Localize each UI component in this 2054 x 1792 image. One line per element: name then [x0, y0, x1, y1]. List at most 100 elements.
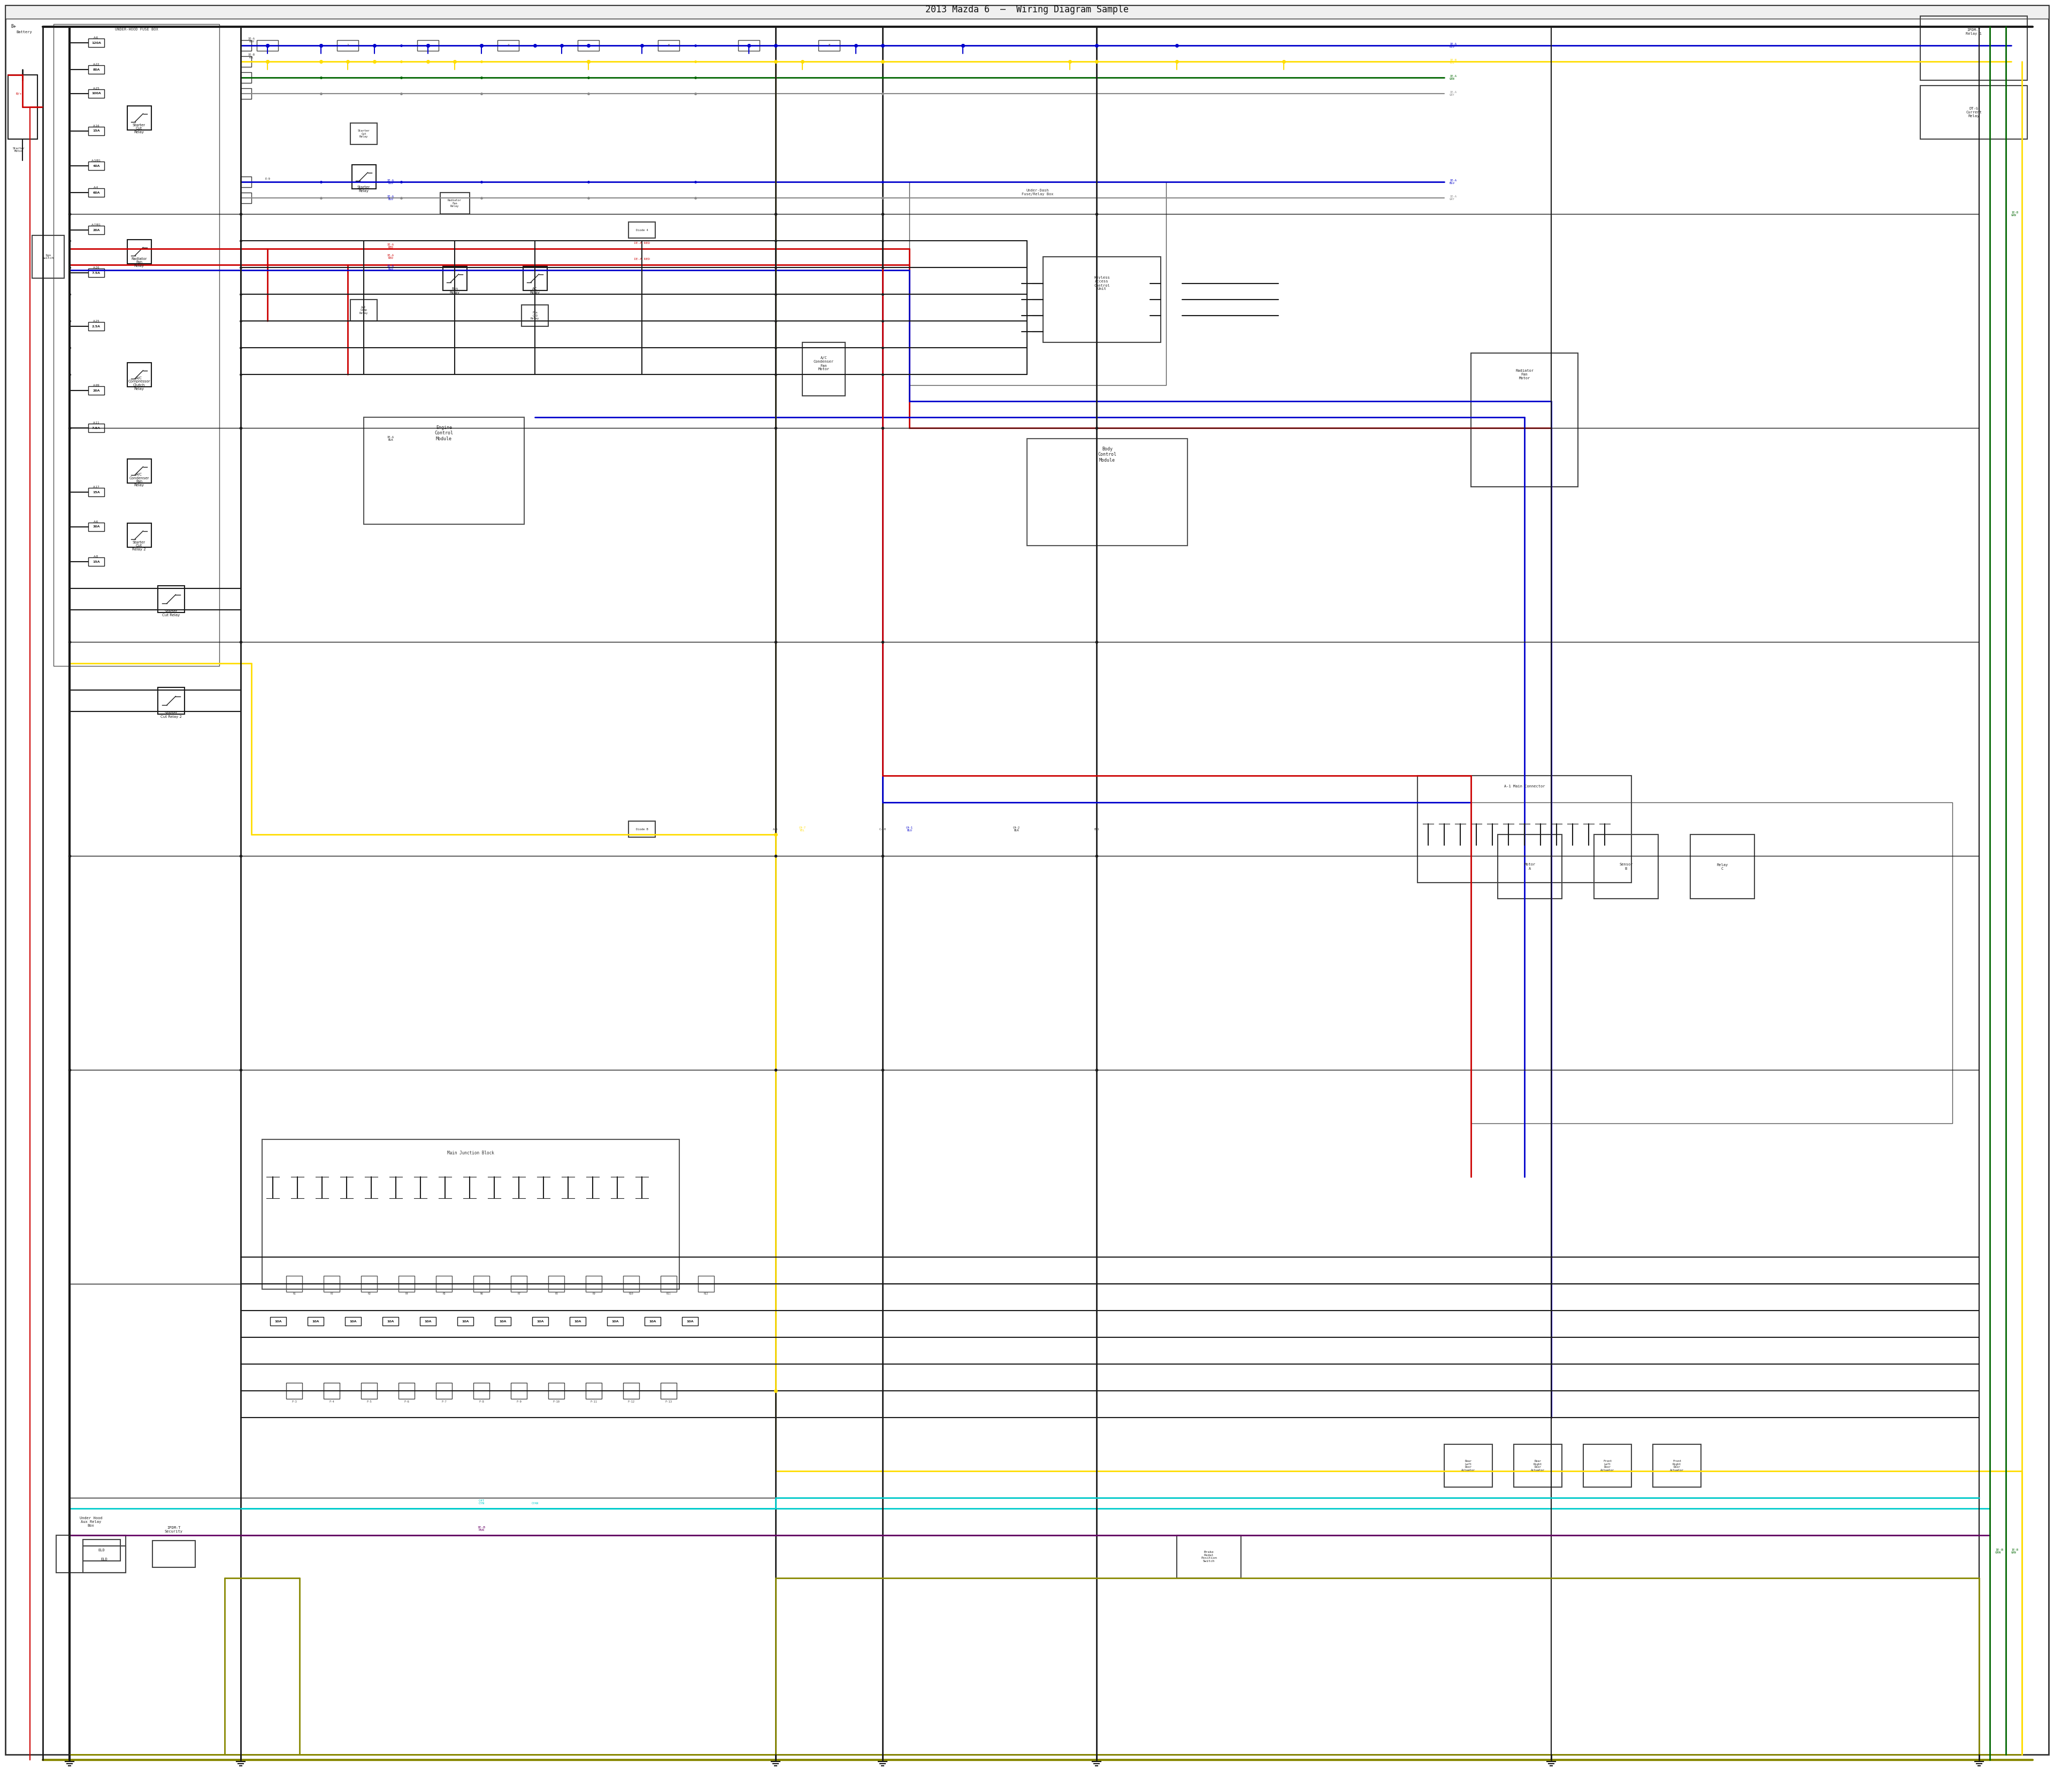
- Text: Ign
Switch: Ign Switch: [43, 254, 53, 260]
- Text: Starter
Motor: Starter Motor: [12, 147, 25, 152]
- Bar: [661, 1276, 676, 1292]
- Bar: [442, 267, 466, 290]
- Bar: [240, 192, 251, 202]
- Text: IE-A
GRY: IE-A GRY: [1450, 91, 1456, 97]
- Text: A-99: A-99: [92, 383, 101, 387]
- Bar: [910, 181, 1167, 385]
- Text: A/C
Condenser
Fan
Motor: A/C Condenser Fan Motor: [813, 357, 834, 371]
- Text: Rear
Right
Door
Actuator: Rear Right Door Actuator: [1530, 1460, 1545, 1471]
- Text: 120A: 120A: [92, 41, 101, 45]
- Text: R2: R2: [331, 1292, 333, 1296]
- Text: 2013 Mazda 6  —  Wiring Diagram Sample: 2013 Mazda 6 — Wiring Diagram Sample: [926, 5, 1128, 14]
- Text: C4-2
BLK: C4-2 BLK: [1013, 826, 1019, 831]
- Text: 15A: 15A: [92, 129, 101, 133]
- Bar: [351, 124, 378, 145]
- Text: F-11: F-11: [589, 1400, 598, 1403]
- Text: A/C
Comp
Relay: A/C Comp Relay: [359, 306, 368, 315]
- Bar: [1594, 835, 1658, 898]
- Bar: [286, 1383, 302, 1400]
- Bar: [286, 1276, 302, 1292]
- Text: IE-B
GRN: IE-B GRN: [1994, 1548, 2003, 1554]
- Text: IPDM-T
Security: IPDM-T Security: [164, 1527, 183, 1534]
- Text: 7.5A: 7.5A: [92, 426, 101, 430]
- Text: A-11: A-11: [92, 421, 101, 425]
- Text: Body
Control
Module: Body Control Module: [1099, 446, 1117, 462]
- Bar: [548, 1383, 565, 1400]
- Text: IPDM-T
Relay 1: IPDM-T Relay 1: [1966, 29, 1982, 36]
- Bar: [1043, 256, 1161, 342]
- Bar: [240, 88, 251, 99]
- Text: 10A: 10A: [312, 1321, 318, 1322]
- Bar: [585, 1383, 602, 1400]
- Bar: [240, 72, 251, 82]
- Text: 10A: 10A: [349, 1321, 357, 1322]
- Text: Engine
Control
Module: Engine Control Module: [435, 425, 454, 441]
- Text: IE-A
BLU: IE-A BLU: [386, 265, 394, 271]
- Bar: [1920, 16, 2027, 81]
- Text: R11: R11: [665, 1292, 672, 1296]
- Bar: [240, 39, 251, 50]
- Bar: [1177, 1536, 1241, 1579]
- Bar: [1690, 835, 1754, 898]
- Text: 10A: 10A: [386, 1321, 394, 1322]
- Text: A-5: A-5: [772, 828, 778, 830]
- Text: 7.5A: 7.5A: [92, 271, 101, 274]
- Bar: [522, 305, 548, 326]
- Text: 10A: 10A: [499, 1321, 507, 1322]
- Text: 10A: 10A: [275, 1321, 281, 1322]
- Text: A/C
Compressor
Clutch
Relay: A/C Compressor Clutch Relay: [127, 376, 150, 391]
- Bar: [1444, 1444, 1493, 1487]
- Text: Starter
Cut
Relay: Starter Cut Relay: [357, 129, 370, 138]
- Bar: [88, 487, 105, 496]
- Text: E-9: E-9: [265, 177, 269, 181]
- Bar: [53, 23, 220, 667]
- Bar: [1417, 776, 1631, 883]
- Text: A-6: A-6: [94, 520, 99, 523]
- Text: Fan
Relay: Fan Relay: [450, 287, 460, 294]
- Text: R10: R10: [629, 1292, 633, 1296]
- Bar: [398, 1276, 415, 1292]
- Text: IE-A RED: IE-A RED: [635, 258, 649, 262]
- Text: IE-B
GRN: IE-B GRN: [2011, 211, 2019, 217]
- Bar: [364, 418, 524, 525]
- Text: 40A: 40A: [92, 165, 101, 167]
- Text: 80A: 80A: [92, 68, 101, 72]
- Bar: [88, 423, 105, 432]
- Text: IE-A
BLU: IE-A BLU: [249, 38, 255, 43]
- Text: 20A: 20A: [92, 229, 101, 231]
- Text: F-12: F-12: [629, 1400, 635, 1403]
- Text: 10A: 10A: [573, 1321, 581, 1322]
- Text: F-10: F-10: [553, 1400, 561, 1403]
- Bar: [158, 688, 185, 715]
- Bar: [657, 39, 680, 50]
- Bar: [524, 267, 546, 290]
- Text: IE-A
BLK: IE-A BLK: [386, 435, 394, 441]
- Bar: [629, 821, 655, 837]
- Text: F-8: F-8: [479, 1400, 485, 1403]
- Text: F-6: F-6: [405, 1400, 409, 1403]
- Text: A-25: A-25: [92, 321, 101, 323]
- Text: F-5: F-5: [366, 1400, 372, 1403]
- Text: C4T
CYN: C4T CYN: [479, 1500, 485, 1505]
- Text: IE-A
BLU: IE-A BLU: [1450, 179, 1456, 185]
- Text: A-26: A-26: [92, 267, 101, 269]
- Bar: [737, 39, 760, 50]
- Text: Rear
Left
Door
Actuator: Rear Left Door Actuator: [1460, 1460, 1475, 1471]
- Text: Diode 4: Diode 4: [637, 229, 647, 231]
- Text: A-17: A-17: [92, 486, 101, 489]
- Bar: [495, 1317, 511, 1326]
- Text: B-1: B-1: [1095, 828, 1099, 830]
- Bar: [608, 1317, 622, 1326]
- Text: Main Junction Block: Main Junction Block: [448, 1150, 495, 1156]
- Bar: [82, 1546, 125, 1573]
- Bar: [511, 1383, 528, 1400]
- Bar: [682, 1317, 698, 1326]
- Bar: [585, 1276, 602, 1292]
- Bar: [1920, 86, 2027, 140]
- Bar: [1497, 835, 1561, 898]
- Bar: [88, 65, 105, 73]
- Text: F-3: F-3: [292, 1400, 296, 1403]
- Bar: [362, 1276, 378, 1292]
- Text: 15A: 15A: [92, 491, 101, 493]
- Text: Relay
C: Relay C: [1717, 864, 1727, 871]
